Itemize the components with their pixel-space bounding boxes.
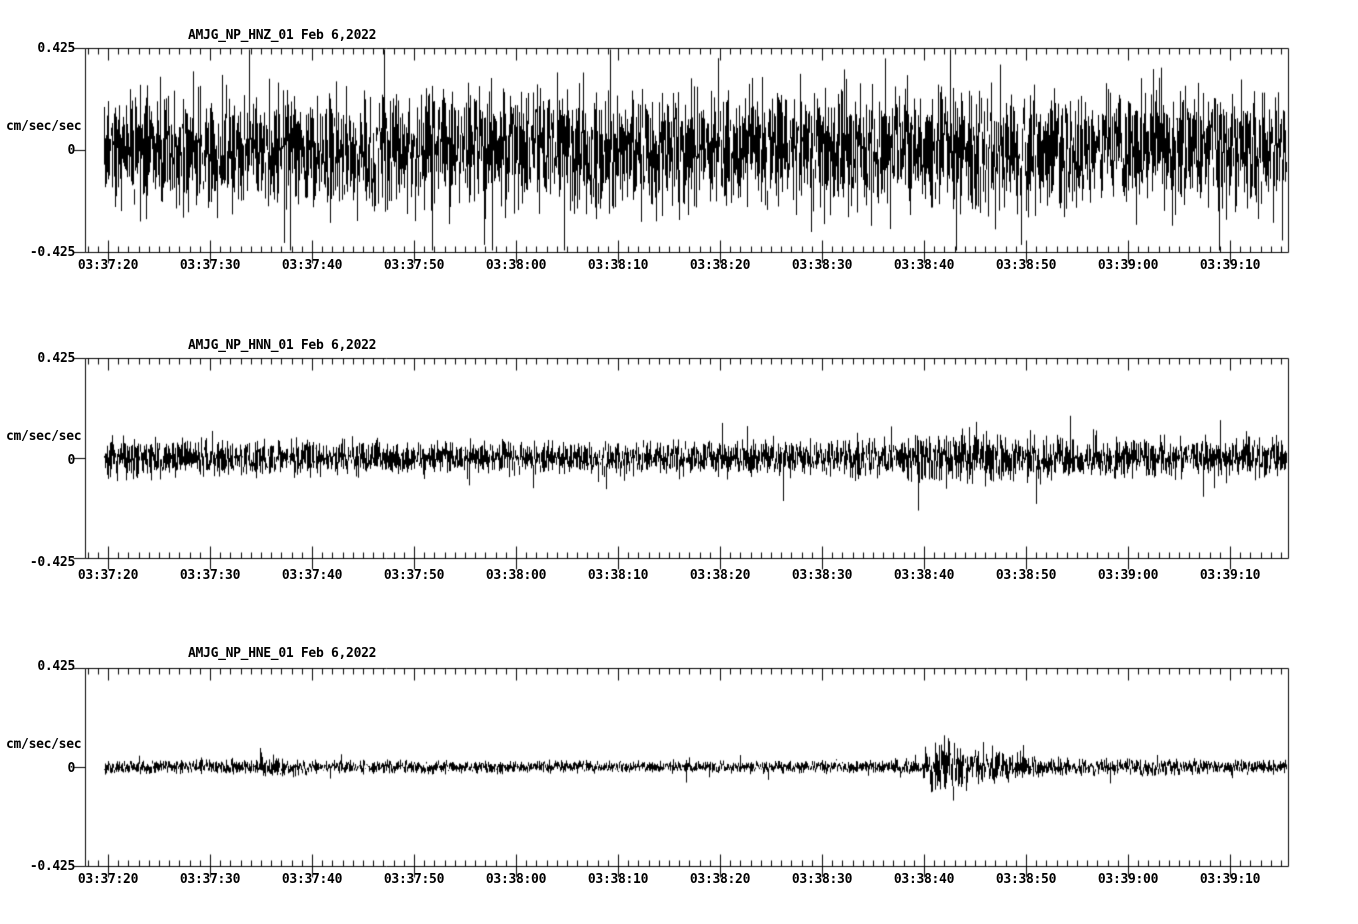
- x-tick-label: 03:38:10: [587, 872, 649, 887]
- panel-title-hnz: AMJG_NP_HNZ_01 Feb 6,2022: [188, 28, 377, 43]
- x-tick-label: 03:39:10: [1199, 258, 1261, 273]
- x-tick-label: 03:37:40: [281, 872, 343, 887]
- x-tick-label: 03:37:40: [281, 258, 343, 273]
- x-tick-label: 03:39:00: [1097, 258, 1159, 273]
- x-tick-label: 03:38:30: [791, 872, 853, 887]
- x-tick-label: 03:38:20: [689, 568, 751, 583]
- x-tick-label: 03:39:10: [1199, 872, 1261, 887]
- x-tick-label: 03:37:30: [179, 872, 241, 887]
- x-tick-label: 03:37:50: [383, 568, 445, 583]
- y-tick-bottom-hnz: -0.425: [29, 245, 75, 260]
- waveform-canvas-hnz: [0, 0, 1358, 310]
- x-tick-label: 03:38:10: [587, 568, 649, 583]
- y-axis-unit-label-hnz: cm/sec/sec: [6, 119, 82, 134]
- seismogram-panel-hne: AMJG_NP_HNE_01 Feb 6,2022 0.425 cm/sec/s…: [0, 620, 1358, 924]
- waveform-canvas-hnn: [0, 310, 1358, 620]
- panel-title-hnn: AMJG_NP_HNN_01 Feb 6,2022: [188, 338, 377, 353]
- x-tick-label: 03:38:30: [791, 568, 853, 583]
- x-tick-label: 03:38:40: [893, 568, 955, 583]
- y-tick-top-hnn: 0.425: [37, 351, 75, 366]
- y-axis-unit-label-hnn: cm/sec/sec: [6, 429, 82, 444]
- x-tick-label: 03:38:30: [791, 258, 853, 273]
- x-tick-label: 03:38:40: [893, 258, 955, 273]
- x-tick-label: 03:39:00: [1097, 568, 1159, 583]
- x-tick-label: 03:37:20: [77, 872, 139, 887]
- y-tick-top-hnz: 0.425: [37, 41, 75, 56]
- x-tick-label: 03:38:50: [995, 258, 1057, 273]
- y-axis-unit-label-hne: cm/sec/sec: [6, 737, 82, 752]
- x-tick-label: 03:38:00: [485, 568, 547, 583]
- x-tick-label: 03:37:50: [383, 872, 445, 887]
- y-tick-zero-hne: 0: [67, 761, 75, 776]
- waveform-canvas-hne: [0, 620, 1358, 924]
- x-tick-label: 03:37:30: [179, 258, 241, 273]
- x-tick-label: 03:38:10: [587, 258, 649, 273]
- y-tick-bottom-hne: -0.425: [29, 859, 75, 874]
- x-tick-label: 03:38:40: [893, 872, 955, 887]
- x-tick-label: 03:38:20: [689, 258, 751, 273]
- x-tick-label: 03:39:10: [1199, 568, 1261, 583]
- panel-title-hne: AMJG_NP_HNE_01 Feb 6,2022: [188, 646, 377, 661]
- x-tick-label: 03:38:50: [995, 872, 1057, 887]
- x-tick-label: 03:38:00: [485, 872, 547, 887]
- x-tick-label: 03:39:00: [1097, 872, 1159, 887]
- y-tick-top-hne: 0.425: [37, 659, 75, 674]
- x-tick-label: 03:38:50: [995, 568, 1057, 583]
- x-tick-label: 03:38:20: [689, 872, 751, 887]
- x-tick-label: 03:37:20: [77, 258, 139, 273]
- y-tick-zero-hnz: 0: [67, 143, 75, 158]
- x-tick-label: 03:37:50: [383, 258, 445, 273]
- x-tick-label: 03:37:20: [77, 568, 139, 583]
- x-tick-label: 03:37:30: [179, 568, 241, 583]
- x-tick-label: 03:37:40: [281, 568, 343, 583]
- seismogram-panel-hnz: AMJG_NP_HNZ_01 Feb 6,2022 0.425 cm/sec/s…: [0, 0, 1358, 310]
- y-tick-bottom-hnn: -0.425: [29, 555, 75, 570]
- seismogram-panel-hnn: AMJG_NP_HNN_01 Feb 6,2022 0.425 cm/sec/s…: [0, 310, 1358, 620]
- y-tick-zero-hnn: 0: [67, 453, 75, 468]
- x-tick-label: 03:38:00: [485, 258, 547, 273]
